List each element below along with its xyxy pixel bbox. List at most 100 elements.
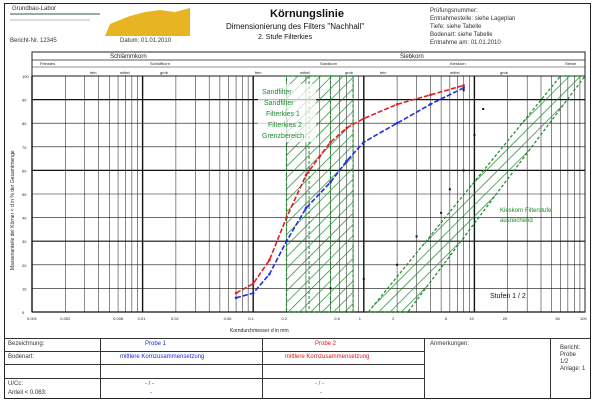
page-title: Körnungslinie	[270, 8, 344, 20]
series-point-1	[234, 291, 238, 295]
logo-graphic	[10, 6, 190, 36]
x-tick-label: 0.02	[171, 316, 180, 321]
footer-blue-value: -	[150, 390, 152, 396]
footer-divider	[4, 351, 424, 352]
series-point-2	[362, 140, 366, 144]
series-point-2	[345, 159, 348, 163]
footer-red-value: mittlere Kornzusammensetzung	[285, 354, 370, 360]
meta-line-2: Entnahmestelle: siehe Lageplan	[430, 16, 516, 22]
series-point-1	[395, 103, 399, 106]
annotation: Sandfilter	[264, 100, 294, 107]
series-point-2	[251, 291, 255, 295]
footer-blue-value: mittlere Kornzusammensetzung	[120, 354, 205, 360]
x-tick-label: 0.6	[334, 316, 340, 321]
series-point-1	[345, 126, 348, 130]
x-tick-label: 1	[359, 316, 362, 321]
gravel-filter-zone	[367, 75, 587, 313]
band-label: mittel	[120, 70, 130, 75]
footer-divider	[262, 338, 263, 399]
logo: Grundbau-Labor	[10, 6, 190, 36]
meta-line-1: Prüfungsnummer:	[430, 8, 478, 14]
footer-label: Anteil < 0.063:	[8, 390, 47, 396]
grid	[31, 75, 586, 313]
y-tick-label: 70	[22, 145, 27, 150]
x-tick-label: 0.1	[248, 316, 254, 321]
x-tick-label: 0.2	[281, 316, 287, 321]
notes-label: Anmerkungen:	[430, 341, 470, 347]
page-frame	[4, 3, 591, 399]
y-tick-label: 90	[22, 98, 27, 103]
footer-divider	[4, 378, 424, 379]
series-point-2	[395, 121, 399, 125]
footer-label: Bezeichnung:	[8, 341, 45, 347]
sieve-marker	[462, 169, 465, 172]
sieve-marker	[473, 134, 476, 136]
series-point-2	[234, 296, 238, 300]
page-subtitle: Dimensionierung des Filters "Nachhall"	[226, 22, 365, 31]
y-tick-label: 60	[22, 168, 27, 173]
y-tick-label: 80	[22, 121, 27, 126]
band-label: grob	[160, 70, 169, 75]
series-point-2	[329, 180, 332, 184]
series-point-1	[251, 282, 255, 285]
page-subtitle-2: 2. Stufe Filterkies	[258, 34, 313, 41]
x-tick-label: 10	[469, 316, 474, 321]
band-label: fein	[380, 70, 386, 75]
band-header-frame	[31, 51, 586, 77]
x-tick-label: 0.06	[224, 316, 233, 321]
series-point-1	[318, 154, 322, 158]
sieve-marker	[448, 188, 451, 191]
series-point-2	[429, 103, 432, 106]
series-point-1	[429, 93, 432, 97]
series-point-1	[329, 140, 332, 144]
band-label: Schlämmkorn	[110, 54, 147, 60]
sieve-marker	[329, 287, 332, 290]
series-line-1	[235, 84, 464, 294]
band-label: Steine	[565, 61, 577, 66]
x-tick-label: 0.01	[138, 316, 147, 321]
footer-divider	[424, 338, 425, 399]
band-label: Siebkorn	[400, 54, 424, 60]
x-tick-label: 100	[580, 316, 587, 321]
footer-divider	[100, 338, 101, 399]
x-tick-label: 60	[555, 316, 560, 321]
report-annex: Bericht: Probe 1/2 Anlage: 1	[560, 345, 586, 372]
sieve-marker	[396, 263, 399, 266]
footer-red-value: - / -	[315, 381, 324, 387]
sieve-marker	[440, 211, 443, 214]
band-label: Schluffkorn	[150, 61, 170, 66]
footer-red-value: Probe 2	[315, 341, 337, 347]
series-point-2	[462, 86, 465, 90]
y-axis-label: Massenanteile der Körner < d in % der Ge…	[10, 150, 16, 270]
footer-blue-value: Probe 1	[145, 341, 167, 347]
series-point-1	[285, 216, 288, 219]
band-label: Feinstes	[40, 61, 55, 66]
report-number: Bericht-Nr. 12345	[10, 38, 57, 44]
annotation: Filterkies 2	[268, 122, 302, 129]
band-label: fein	[90, 70, 96, 75]
series	[234, 84, 485, 300]
band-label: grob	[345, 70, 354, 75]
annotation: Stufen 1 / 2	[490, 293, 526, 300]
annotation: ausreichend	[500, 218, 533, 224]
y-tick-label: 10	[22, 286, 27, 291]
series-point-2	[285, 239, 288, 243]
y-tick-label: 100	[22, 74, 29, 79]
x-axis-label: Korndurchmesser d in mm	[230, 328, 289, 334]
annotation: Grenzbereich	[262, 133, 304, 140]
annotation-bg	[258, 84, 316, 142]
sieve-marker	[362, 277, 365, 280]
footer-divider	[4, 338, 591, 339]
x-tick-label: 20	[503, 316, 508, 321]
band-label: mittel	[450, 70, 460, 75]
x-tick-label: 0.002	[60, 316, 71, 321]
series-point-1	[462, 84, 465, 87]
annotation: Sandfilter	[262, 89, 292, 96]
footer-blue-value: - / -	[145, 381, 154, 387]
band-label: Sandkorn	[320, 61, 337, 66]
y-tick-label: 0	[22, 310, 25, 315]
sieve-marker	[482, 108, 485, 111]
report-date: Datum: 01.01.2010	[120, 38, 172, 44]
x-tick-label: 2	[392, 316, 395, 321]
sieve-marker	[462, 89, 465, 92]
